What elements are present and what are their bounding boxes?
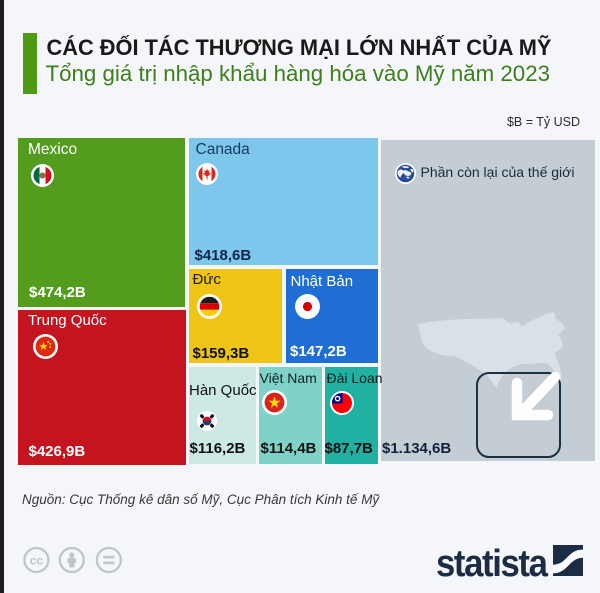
svg-text:cc: cc [30,554,44,568]
